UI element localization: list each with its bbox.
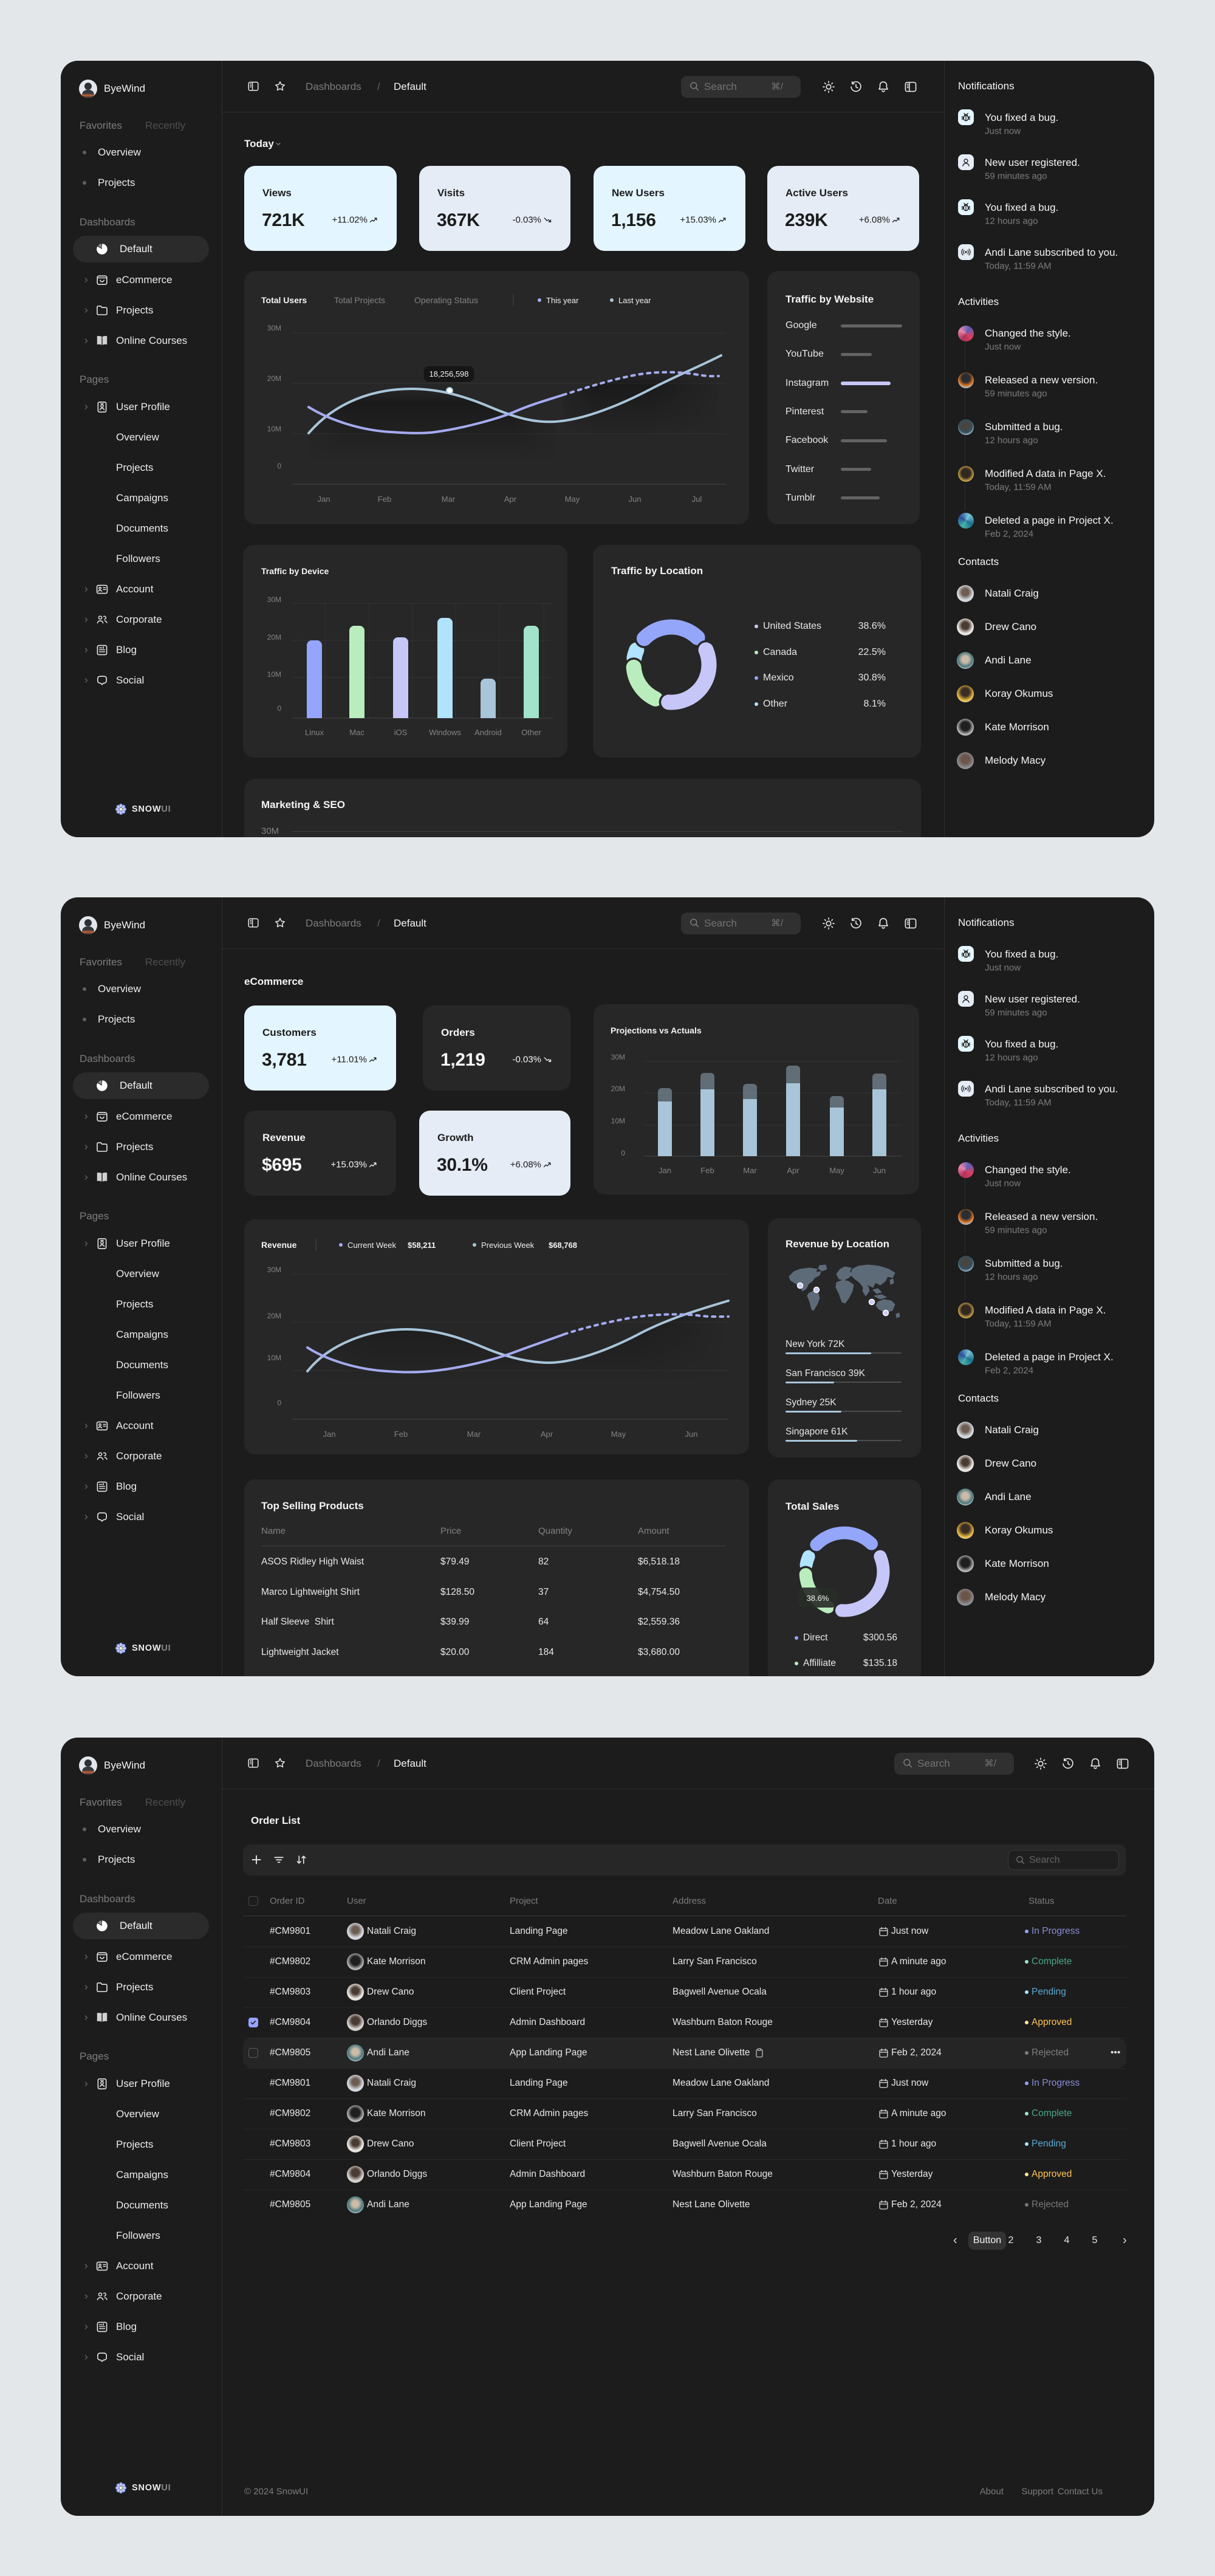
svg-text:20M: 20M <box>267 633 281 642</box>
svg-text:Jun: Jun <box>629 495 642 504</box>
svg-text:Total Projects: Total Projects <box>334 295 385 305</box>
svg-text:This year: This year <box>546 296 579 305</box>
svg-text:Mac: Mac <box>349 728 364 737</box>
svg-text:Linux: Linux <box>305 728 324 737</box>
svg-text:Apr: Apr <box>787 1166 799 1175</box>
svg-text:10M: 10M <box>267 425 281 433</box>
svg-text:May: May <box>565 495 580 504</box>
svg-text:iOS: iOS <box>394 728 408 737</box>
svg-text:30M: 30M <box>267 324 281 332</box>
svg-text:Jan: Jan <box>323 1430 336 1439</box>
svg-text:38.6%: 38.6% <box>807 1594 829 1603</box>
svg-text:$58,211: $58,211 <box>408 1241 436 1250</box>
svg-text:Total Users: Total Users <box>261 295 307 305</box>
svg-text:Last year: Last year <box>618 296 651 305</box>
svg-text:May: May <box>829 1166 844 1175</box>
svg-text:Mar: Mar <box>467 1430 481 1439</box>
svg-text:0: 0 <box>621 1149 625 1157</box>
svg-text:Feb: Feb <box>378 495 391 504</box>
svg-text:Windows: Windows <box>429 728 461 737</box>
svg-text:10M: 10M <box>267 1354 281 1362</box>
svg-text:18,256,598: 18,256,598 <box>429 369 468 379</box>
svg-text:Feb: Feb <box>700 1166 714 1175</box>
svg-text:Previous Week: Previous Week <box>481 1241 535 1250</box>
svg-text:Revenue: Revenue <box>261 1240 297 1250</box>
svg-text:Operating Status: Operating Status <box>414 295 478 305</box>
svg-text:Projections vs Actuals: Projections vs Actuals <box>611 1026 702 1035</box>
svg-text:10M: 10M <box>611 1117 625 1125</box>
svg-text:0: 0 <box>277 704 281 713</box>
svg-text:Jun: Jun <box>873 1166 886 1175</box>
svg-text:20M: 20M <box>267 1312 281 1320</box>
svg-text:20M: 20M <box>611 1084 625 1093</box>
svg-text:May: May <box>611 1430 626 1439</box>
svg-text:$68,768: $68,768 <box>549 1241 577 1250</box>
svg-text:Other: Other <box>521 728 541 737</box>
svg-text:Traffic by Device: Traffic by Device <box>261 566 329 576</box>
svg-text:30M: 30M <box>267 1266 281 1274</box>
svg-text:Jun: Jun <box>685 1430 698 1439</box>
svg-text:20M: 20M <box>267 374 281 383</box>
svg-text:10M: 10M <box>267 670 281 679</box>
svg-text:Mar: Mar <box>442 495 456 504</box>
svg-text:Feb: Feb <box>394 1430 408 1439</box>
svg-text:Jan: Jan <box>318 495 330 504</box>
svg-text:30M: 30M <box>611 1053 625 1061</box>
svg-text:30M: 30M <box>267 595 281 604</box>
svg-text:Jul: Jul <box>692 495 702 504</box>
svg-text:Android: Android <box>474 728 502 737</box>
svg-text:0: 0 <box>277 462 281 470</box>
svg-text:0: 0 <box>277 1399 281 1407</box>
svg-text:Current Week: Current Week <box>347 1241 396 1250</box>
svg-text:Apr: Apr <box>504 495 517 504</box>
svg-text:Apr: Apr <box>541 1430 553 1439</box>
svg-text:Jan: Jan <box>659 1166 671 1175</box>
svg-text:Mar: Mar <box>743 1166 757 1175</box>
